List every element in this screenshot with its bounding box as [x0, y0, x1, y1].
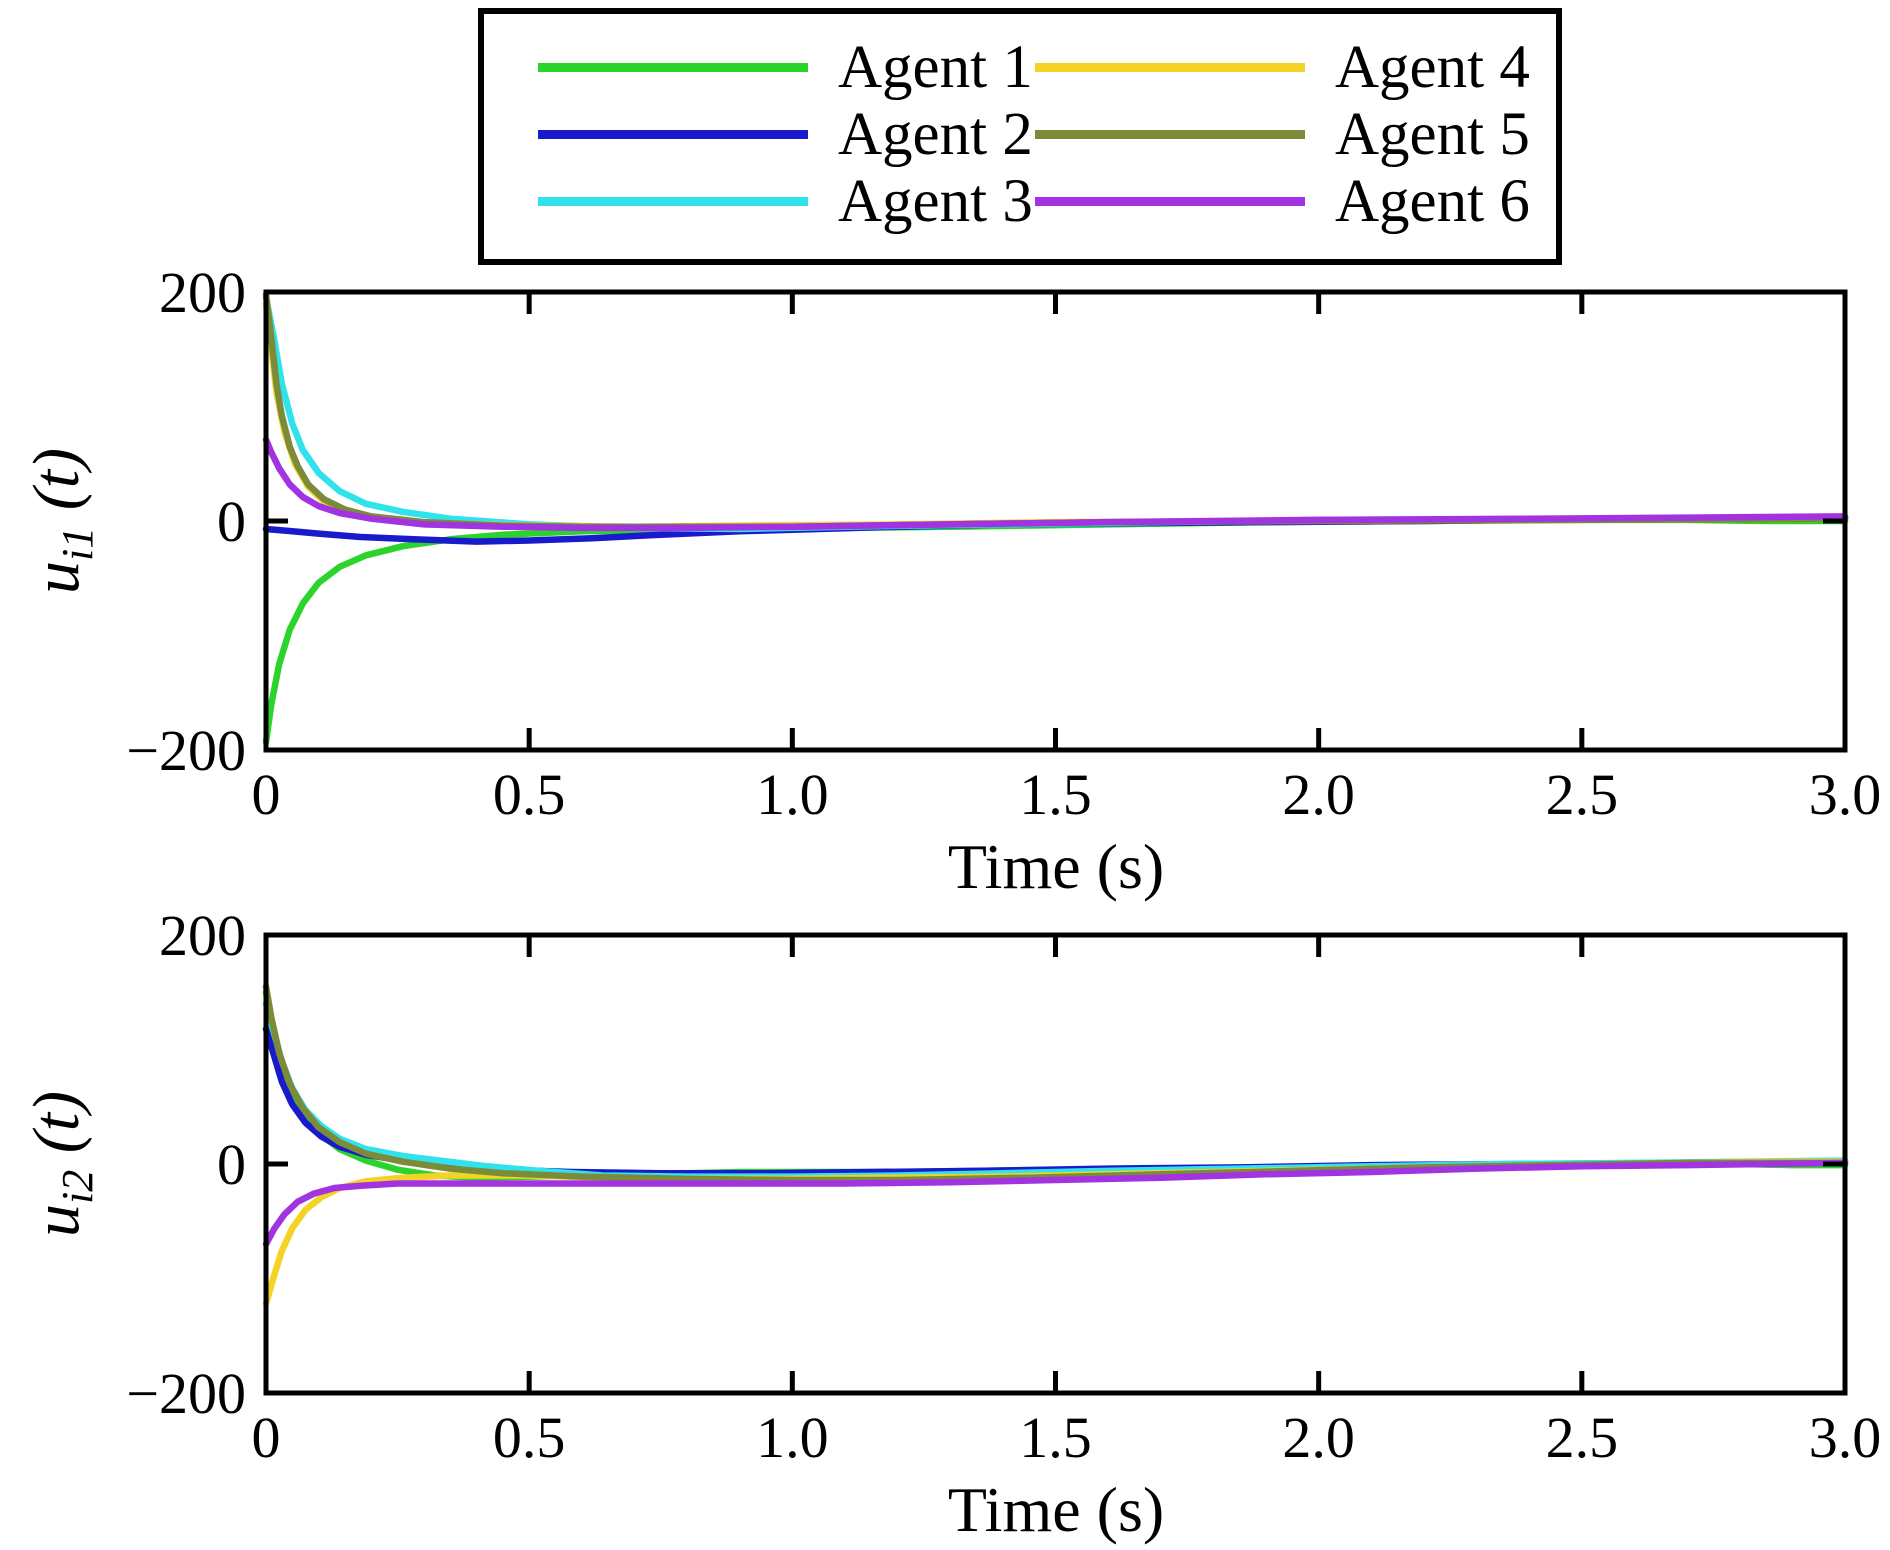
y-tick-label: 200: [159, 903, 246, 968]
y-tick-label: −200: [126, 718, 246, 783]
x-tick-label: 1.5: [1019, 762, 1092, 827]
legend-swatch-agent-6: [1035, 197, 1305, 206]
x-tick-label: 0.5: [493, 762, 566, 827]
ui2-y-axis-title: ui2 (t): [20, 1091, 102, 1237]
legend-item-agent-5: Agent 5: [1035, 101, 1532, 168]
legend-swatch-agent-5: [1035, 130, 1305, 139]
legend-item-agent-6: Agent 6: [1035, 168, 1532, 235]
series-agent-6: [262, 1159, 1849, 1248]
legend-label-agent-1: Agent 1: [838, 34, 1033, 101]
x-tick-label: 1.0: [756, 762, 829, 827]
x-tick-label: 2.0: [1282, 762, 1355, 827]
ui1-x-axis-title: Time (s): [948, 831, 1164, 902]
series-agent-1: [262, 989, 1849, 1181]
legend-label-agent-2: Agent 2: [838, 101, 1033, 168]
series-agent-3: [262, 294, 1849, 533]
series-agent-6: [262, 436, 1849, 532]
legend-item-agent-3: Agent 3: [538, 168, 1035, 235]
x-tick-label: 2.5: [1546, 1405, 1619, 1470]
x-tick-label: 0.5: [493, 1405, 566, 1470]
legend: Agent 1 Agent 2 Agent 3 Agent 4 Agent 5 …: [478, 8, 1562, 265]
series-agent-4: [262, 300, 1849, 530]
ui1-y-axis-title: ui1 (t): [20, 448, 102, 594]
legend-label-agent-4: Agent 4: [1335, 34, 1530, 101]
legend-label-agent-3: Agent 3: [838, 168, 1033, 235]
x-tick-label: 3.0: [1809, 762, 1882, 827]
y-tick-label: 200: [159, 260, 246, 325]
y-tick-label: 0: [217, 489, 246, 554]
legend-swatch-agent-2: [538, 130, 808, 139]
y-tick-label: 0: [217, 1132, 246, 1197]
legend-item-agent-4: Agent 4: [1035, 34, 1532, 101]
series-agent-3: [262, 1000, 1849, 1180]
series-agent-5: [262, 983, 1849, 1184]
ui2-x-axis-title: Time (s): [948, 1474, 1164, 1545]
x-tick-label: 2.5: [1546, 762, 1619, 827]
legend-label-agent-6: Agent 6: [1335, 168, 1530, 235]
legend-swatch-agent-3: [538, 197, 808, 206]
subplot-ui2: ui2 (t) Time (s) 0 0.5 1.0 1.5 2.0 2.5 3.0 −200…: [20, 903, 1881, 1545]
legend-label-agent-5: Agent 5: [1335, 101, 1530, 168]
legend-swatch-agent-1: [538, 63, 808, 72]
legend-item-agent-2: Agent 2: [538, 101, 1035, 168]
subplot-ui1: ui1 (t) Time (s) 0 0.5 1.0 1.5 2.0 2.5 3.0 −200…: [20, 260, 1881, 902]
x-tick-label: 3.0: [1809, 1405, 1882, 1470]
legend-item-agent-1: Agent 1: [538, 34, 1035, 101]
x-tick-label: 2.0: [1282, 1405, 1355, 1470]
x-tick-label: 0: [252, 1405, 281, 1470]
series-agent-2: [262, 1025, 1849, 1177]
x-tick-label: 0: [252, 762, 281, 827]
x-tick-label: 1.5: [1019, 1405, 1092, 1470]
series-agent-5: [262, 291, 1849, 530]
legend-swatch-agent-4: [1035, 63, 1305, 72]
y-tick-label: −200: [126, 1361, 246, 1426]
series-agent-1: [262, 516, 1849, 746]
x-tick-label: 1.0: [756, 1405, 829, 1470]
